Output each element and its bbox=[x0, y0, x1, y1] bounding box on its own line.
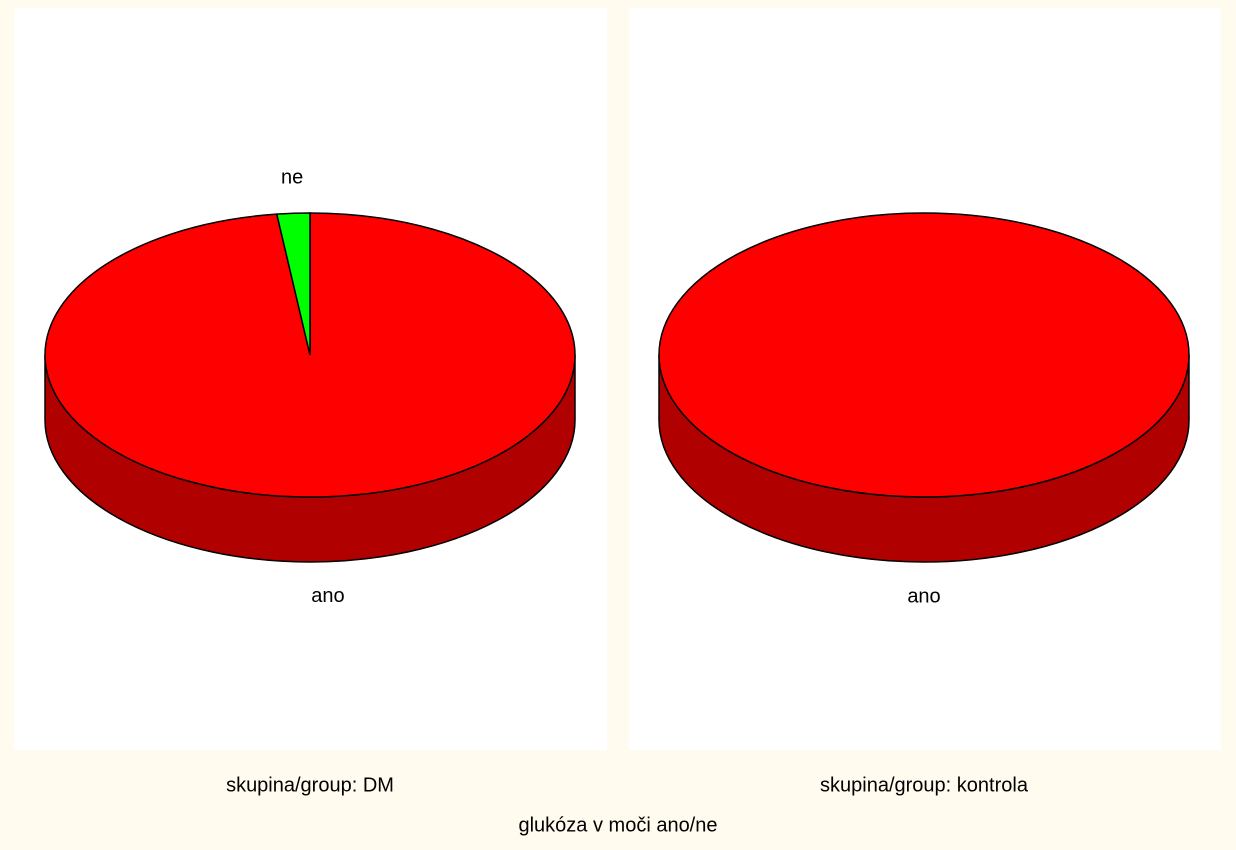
slice-label: ano bbox=[311, 585, 344, 607]
slice-label: ne bbox=[281, 167, 303, 189]
subtitle: skupina/group: kontrola bbox=[820, 774, 1029, 796]
chart-title: glukóza v moči ano/ne bbox=[518, 814, 717, 836]
pie-slice bbox=[275, 212, 311, 356]
subtitle: skupina/group: DM bbox=[226, 774, 394, 796]
slice-label: ano bbox=[907, 585, 940, 607]
pie-slice bbox=[658, 212, 1190, 498]
